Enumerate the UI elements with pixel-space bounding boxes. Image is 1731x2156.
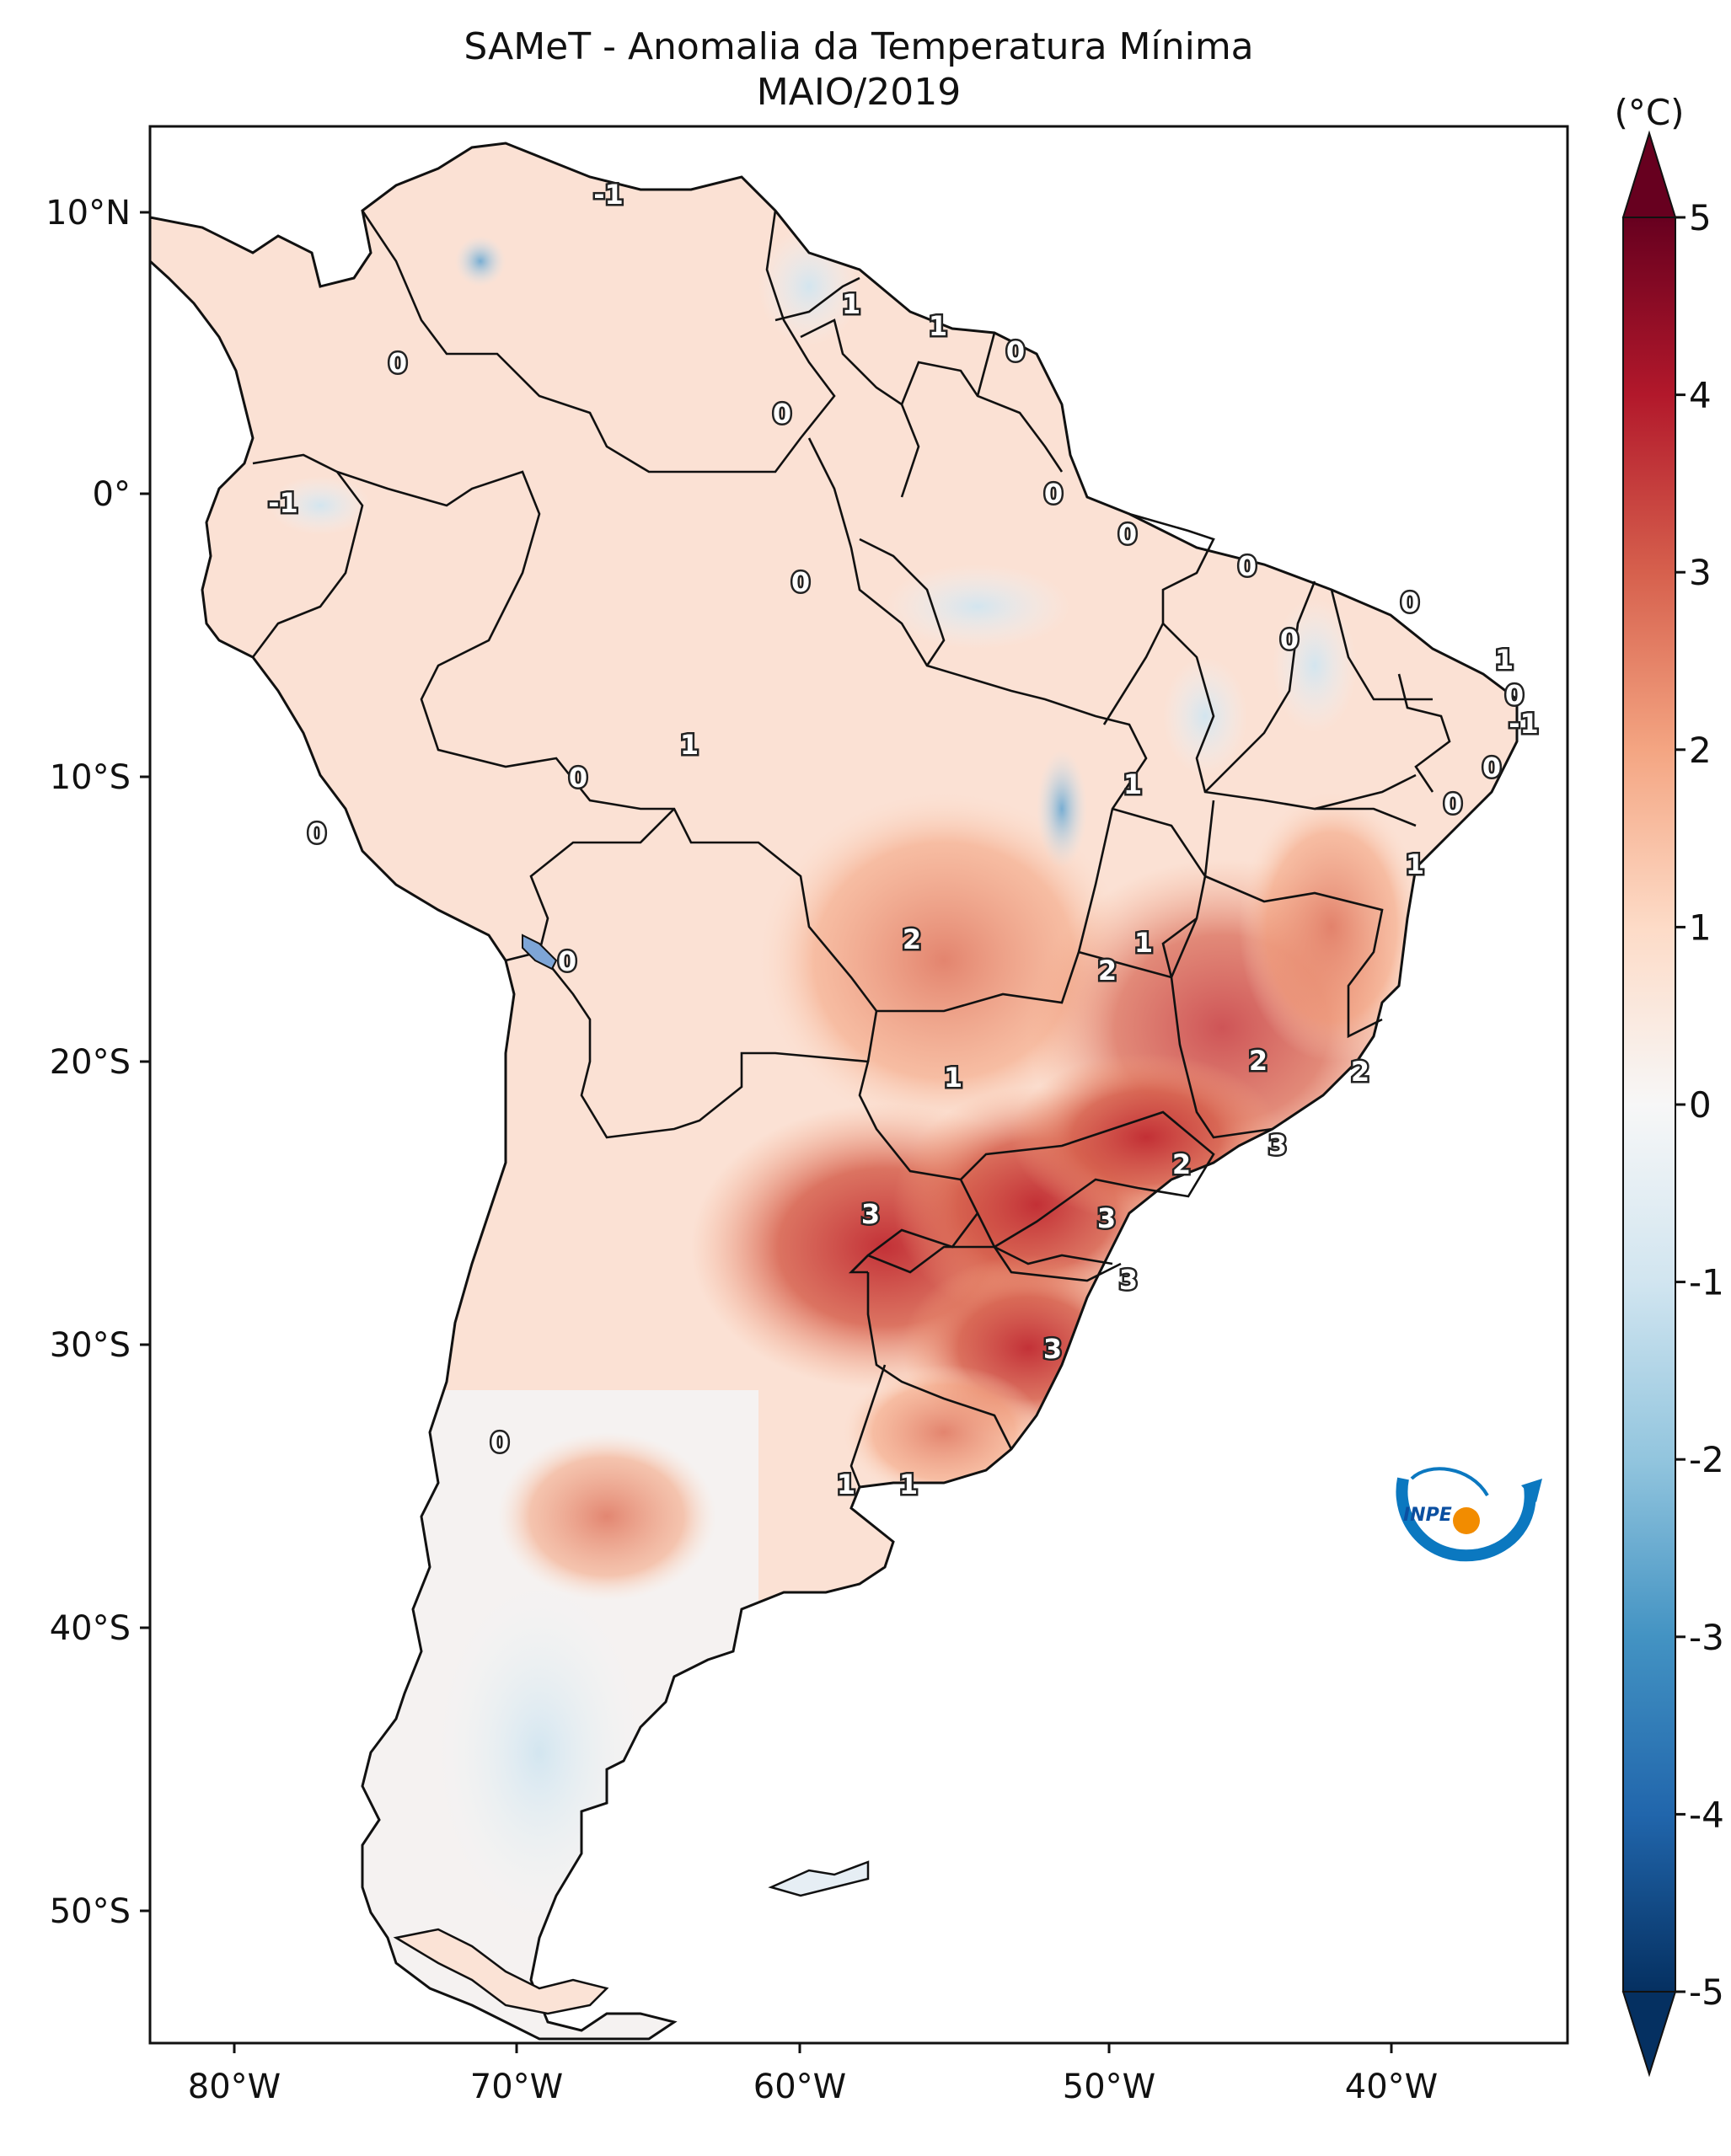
contour-label: 1 bbox=[944, 1062, 962, 1094]
contour-label: 1 bbox=[899, 1469, 918, 1501]
contour-label: 0 bbox=[569, 762, 587, 794]
lon-tick-label: 60°W bbox=[753, 2068, 846, 2106]
colorbar-tick-label: 0 bbox=[1689, 1084, 1712, 1126]
colorbar-tick-label: 5 bbox=[1689, 197, 1712, 238]
contour-label: 3 bbox=[1119, 1264, 1138, 1296]
contour-label: 0 bbox=[1482, 752, 1501, 784]
colorbar-gradient bbox=[1622, 217, 1676, 1993]
colorbar-tick-label: -2 bbox=[1689, 1439, 1724, 1480]
colorbar-tick-label: 2 bbox=[1689, 730, 1712, 771]
logo-text: INPE bbox=[1403, 1505, 1452, 1526]
lon-tick-label: 50°W bbox=[1063, 2068, 1155, 2106]
inpe-logo: INPE bbox=[1396, 1467, 1542, 1562]
lon-tick-label: 70°W bbox=[470, 2068, 563, 2106]
colorbar-tick-label: 4 bbox=[1689, 375, 1712, 416]
contour-label: 0 bbox=[773, 398, 791, 430]
contour-label: -1 bbox=[1509, 708, 1539, 740]
title-line-2: MAIO/2019 bbox=[757, 71, 961, 114]
contour-label: 1 bbox=[837, 1469, 855, 1501]
lat-tick-label: 20°S bbox=[50, 1043, 131, 1082]
colorbar-tick-label: -3 bbox=[1689, 1617, 1724, 1658]
contour-label: 1 bbox=[1406, 848, 1424, 880]
contour-label: 1 bbox=[842, 288, 860, 320]
contour-label: 2 bbox=[1098, 955, 1117, 987]
map-area: -1 1 1 0 0 0 0 -1 0 0 0 0 0 1 0 1 -1 0 0… bbox=[150, 126, 1568, 2043]
colorbar-unit: (°C) bbox=[1614, 92, 1684, 133]
contour-label: 0 bbox=[308, 817, 326, 849]
contour-label: 1 bbox=[929, 310, 947, 342]
political-borders bbox=[251, 210, 1451, 1488]
colorbar: (°C) 5 4 3 2 1 0 -1 -2 -3 -4 -5 bbox=[1614, 92, 1724, 2078]
lat-tick-label: 10°S bbox=[50, 758, 131, 797]
colorbar-max-extension bbox=[1621, 130, 1677, 218]
contour-label: 0 bbox=[1238, 550, 1257, 582]
contour-label: 0 bbox=[1280, 623, 1299, 655]
contour-label: -1 bbox=[268, 487, 298, 519]
colorbar-min-extension bbox=[1621, 1991, 1677, 2078]
contour-label: 0 bbox=[1118, 518, 1137, 550]
title-line-1: SAMeT - Anomalia da Temperatura Mínima bbox=[464, 25, 1253, 68]
contour-label: 2 bbox=[1249, 1045, 1267, 1077]
contour-label: 3 bbox=[1097, 1202, 1116, 1234]
contour-label: 1 bbox=[1495, 644, 1514, 676]
contour-label: 3 bbox=[1043, 1333, 1062, 1365]
longitude-axis: 80°W 70°W 60°W 50°W 40°W bbox=[188, 2043, 1438, 2106]
lat-tick-label: 40°S bbox=[50, 1609, 131, 1648]
contour-label: 0 bbox=[1401, 586, 1419, 618]
contour-label: 0 bbox=[490, 1426, 509, 1458]
contour-label: 0 bbox=[1444, 788, 1462, 820]
lat-tick-label: 0° bbox=[93, 475, 131, 514]
contour-label: 0 bbox=[1006, 335, 1025, 367]
colorbar-tick-label: -4 bbox=[1689, 1794, 1724, 1835]
lake-titicaca bbox=[522, 934, 558, 971]
colorbar-tick-label: -1 bbox=[1689, 1262, 1724, 1303]
contour-label-group: -1 1 1 0 0 0 0 -1 0 0 0 0 0 1 0 1 -1 0 0… bbox=[266, 177, 1541, 1503]
lat-tick-label: 10°N bbox=[46, 194, 131, 233]
lon-tick-label: 40°W bbox=[1345, 2068, 1438, 2106]
colorbar-ticks: 5 4 3 2 1 0 -1 -2 -3 -4 -5 bbox=[1675, 197, 1724, 2013]
contour-label: 0 bbox=[389, 347, 407, 379]
lat-tick-label: 50°S bbox=[50, 1892, 131, 1931]
contour-label: 1 bbox=[1134, 927, 1153, 959]
islands bbox=[393, 1860, 870, 2015]
lat-tick-label: 30°S bbox=[50, 1326, 131, 1365]
map-frame bbox=[148, 125, 1569, 2045]
colorbar-tick-label: 1 bbox=[1689, 907, 1712, 948]
contour-label: 2 bbox=[1172, 1148, 1191, 1180]
contour-label: 0 bbox=[791, 566, 810, 598]
contour-label: 2 bbox=[1351, 1056, 1369, 1088]
contour-label: -1 bbox=[593, 179, 624, 211]
contour-label: 1 bbox=[680, 729, 699, 761]
contour-label: 1 bbox=[1123, 768, 1142, 800]
latitude-axis: 10°N 0° 10°S 20°S 30°S 40°S 50°S bbox=[46, 194, 150, 1931]
lon-tick-label: 80°W bbox=[188, 2068, 281, 2106]
contour-label: 3 bbox=[861, 1198, 880, 1230]
contour-label: 3 bbox=[1268, 1129, 1287, 1161]
contour-label: 0 bbox=[558, 945, 576, 977]
contour-label: 0 bbox=[1044, 478, 1063, 510]
contour-label: 2 bbox=[903, 923, 921, 955]
colorbar-tick-label: 3 bbox=[1689, 552, 1712, 593]
contour-label: 0 bbox=[1505, 679, 1524, 711]
colorbar-tick-label: -5 bbox=[1689, 1971, 1724, 2013]
